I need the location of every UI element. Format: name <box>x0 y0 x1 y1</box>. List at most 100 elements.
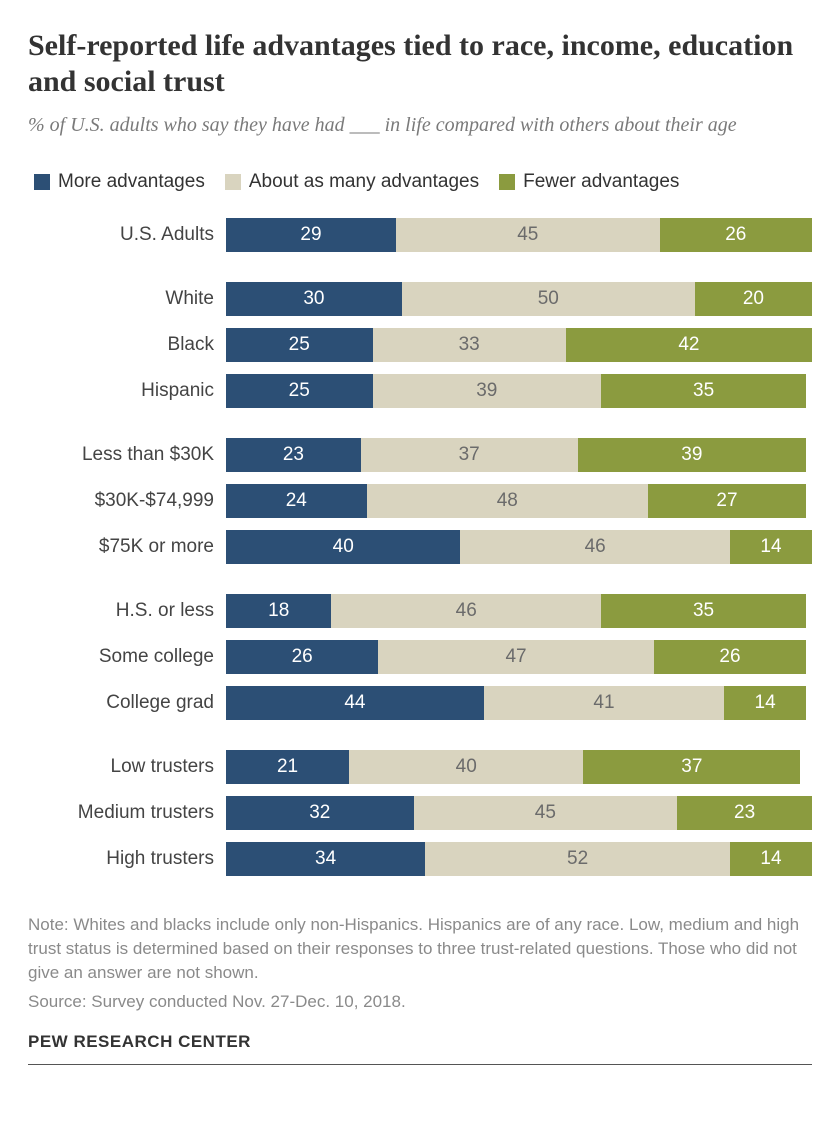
bar-value: 27 <box>716 490 737 512</box>
legend-label: Fewer advantages <box>523 171 679 193</box>
bar-filler <box>806 484 812 518</box>
bar-track: 305020 <box>226 282 812 316</box>
chart-row: $30K-$74,999 24 48 27 <box>28 481 812 521</box>
bar-track: 25 39 35 <box>226 374 812 408</box>
chart-title: Self-reported life advantages tied to ra… <box>28 28 812 100</box>
bar-value: 35 <box>693 600 714 622</box>
bar-value: 39 <box>476 380 497 402</box>
bar-track: 324523 <box>226 796 812 830</box>
bar-segment: 33 <box>373 328 566 362</box>
row-label: Black <box>28 334 226 356</box>
bar-segment: 32 <box>226 796 414 830</box>
bar-segment: 30 <box>226 282 402 316</box>
bar-value: 37 <box>459 444 480 466</box>
chart-row: White305020 <box>28 279 812 319</box>
bar-segment: 14 <box>730 530 812 564</box>
row-label: Medium trusters <box>28 802 226 824</box>
chart-note: Note: Whites and blacks include only non… <box>28 913 812 984</box>
bar-segment: 25 <box>226 328 373 362</box>
chart-group: H.S. or less 18 46 35 Some college 26 47 26 Coll… <box>28 591 812 723</box>
bar-segment: 25 <box>226 374 373 408</box>
bar-segment: 45 <box>414 796 678 830</box>
bar-value: 40 <box>456 756 477 778</box>
bar-segment: 37 <box>361 438 578 472</box>
bar-value: 46 <box>456 600 477 622</box>
bar-value: 18 <box>268 600 289 622</box>
row-label: White <box>28 288 226 310</box>
chart-group: Low trusters214037Medium trusters324523H… <box>28 747 812 879</box>
legend: More advantages About as many advantages F… <box>28 171 812 193</box>
chart-row: Low trusters21 40 37 <box>28 747 812 787</box>
row-label: College grad <box>28 692 226 714</box>
bar-filler <box>806 594 812 628</box>
bar-segment: 47 <box>378 640 653 674</box>
row-label: Low trusters <box>28 756 226 778</box>
chart-row: High trusters345214 <box>28 839 812 879</box>
bar-track: 253342 <box>226 328 812 362</box>
bar-filler <box>800 750 812 784</box>
bar-value: 23 <box>283 444 304 466</box>
bar-value: 24 <box>286 490 307 512</box>
legend-label: About as many advantages <box>249 171 479 193</box>
legend-swatch <box>225 174 241 190</box>
bar-segment: 39 <box>373 374 602 408</box>
bar-track: 345214 <box>226 842 812 876</box>
legend-label: More advantages <box>58 171 205 193</box>
bar-value: 48 <box>497 490 518 512</box>
chart-subtitle: % of U.S. adults who say they have had _… <box>28 112 812 139</box>
chart-row: College grad 44 41 14 <box>28 683 812 723</box>
bar-segment: 26 <box>660 218 812 252</box>
bar-segment: 21 <box>226 750 349 784</box>
bar-track: 23 37 39 <box>226 438 812 472</box>
bar-value: 41 <box>593 692 614 714</box>
chart-group: Less than $30K233739$30K-$74,999244827$7… <box>28 435 812 567</box>
bar-segment: 23 <box>226 438 361 472</box>
bar-value: 14 <box>760 536 781 558</box>
bar-value: 44 <box>344 692 365 714</box>
chart-row: Less than $30K 23 37 39 <box>28 435 812 475</box>
row-label: High trusters <box>28 848 226 870</box>
bar-segment: 29 <box>226 218 396 252</box>
bar-track: 24 48 27 <box>226 484 812 518</box>
bar-segment: 26 <box>226 640 378 674</box>
row-label: Some college <box>28 646 226 668</box>
bar-track: 404614 <box>226 530 812 564</box>
chart-group: U.S. Adults294526 <box>28 215 812 255</box>
bar-value: 14 <box>755 692 776 714</box>
row-label: H.S. or less <box>28 600 226 622</box>
bar-track: 18 46 35 <box>226 594 812 628</box>
legend-item: More advantages <box>34 171 205 193</box>
bar-segment: 52 <box>425 842 730 876</box>
bar-segment: 40 <box>349 750 583 784</box>
bar-segment: 37 <box>583 750 800 784</box>
row-label: Less than $30K <box>28 444 226 466</box>
chart-row: Hispanic253935 <box>28 371 812 411</box>
bar-segment: 35 <box>601 594 806 628</box>
bar-segment: 40 <box>226 530 460 564</box>
legend-swatch <box>34 174 50 190</box>
chart-source: Source: Survey conducted Nov. 27-Dec. 10… <box>28 990 812 1014</box>
bar-value: 35 <box>693 380 714 402</box>
bar-segment: 20 <box>695 282 812 316</box>
row-label: U.S. Adults <box>28 224 226 246</box>
bar-filler <box>806 374 812 408</box>
bar-value: 40 <box>333 536 354 558</box>
chart-row: Some college 26 47 26 <box>28 637 812 677</box>
bar-value: 39 <box>681 444 702 466</box>
bar-segment: 41 <box>484 686 724 720</box>
row-label: $30K-$74,999 <box>28 490 226 512</box>
bar-segment: 39 <box>578 438 807 472</box>
bar-segment: 14 <box>724 686 806 720</box>
bar-segment: 18 <box>226 594 331 628</box>
bar-segment: 26 <box>654 640 806 674</box>
bar-segment: 45 <box>396 218 660 252</box>
chart-row: Medium trusters324523 <box>28 793 812 833</box>
bottom-rule <box>28 1064 812 1065</box>
bar-value: 26 <box>292 646 313 668</box>
bar-track: 21 40 37 <box>226 750 812 784</box>
bar-segment: 35 <box>601 374 806 408</box>
stacked-bar-chart: U.S. Adults294526White305020Black253342H… <box>28 215 812 903</box>
bar-value: 47 <box>505 646 526 668</box>
bar-segment: 14 <box>730 842 812 876</box>
bar-value: 30 <box>303 288 324 310</box>
